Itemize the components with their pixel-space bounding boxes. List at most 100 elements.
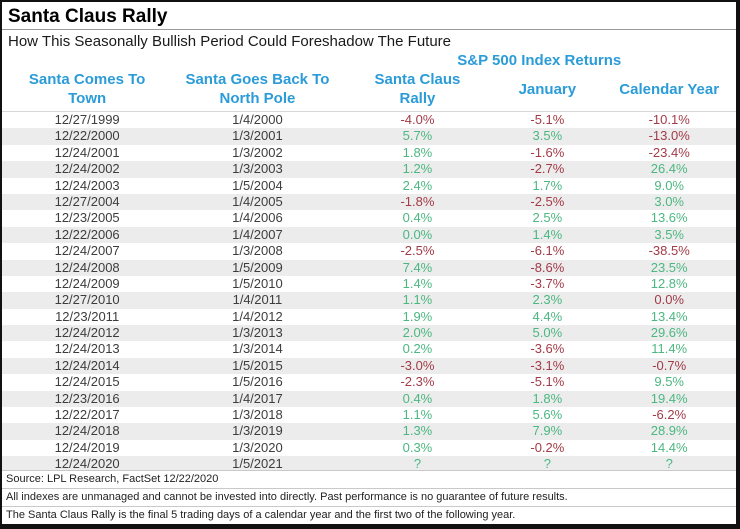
- santa-claus-rally-return: 0.4%: [402, 210, 433, 226]
- table-row: 12/24/2001 1/3/2002 1.8% -1.6% -23.4%: [2, 145, 736, 161]
- column-header-line: January: [518, 80, 577, 98]
- santa-claus-rally-return: -1.8%: [400, 193, 435, 209]
- comes-to-town-date: 12/23/2016: [54, 390, 120, 406]
- calendar-year-return: -13.0%: [648, 128, 690, 144]
- santa-claus-rally-return: 5.7%: [402, 128, 433, 144]
- january-return: 2.3%: [532, 292, 563, 308]
- calendar-year-return: -38.5%: [648, 243, 690, 259]
- comes-to-town-date: 12/27/2010: [54, 292, 120, 308]
- table-row: 12/24/2012 1/3/2013 2.0% 5.0% 29.6%: [2, 325, 736, 342]
- calendar-year-return: -23.4%: [648, 144, 690, 160]
- comes-to-town-date: 12/23/2005: [54, 210, 120, 226]
- january-return: 4.4%: [532, 308, 563, 324]
- back-to-north-pole-date: 1/3/2018: [232, 407, 283, 423]
- january-return: -3.6%: [530, 341, 565, 357]
- definition-line: The Santa Claus Rally is the final 5 tra…: [2, 506, 736, 524]
- back-to-north-pole-date: 1/5/2021: [232, 456, 283, 472]
- comes-to-town-date: 12/24/2019: [54, 439, 120, 455]
- column-header-line: Santa Goes Back To: [185, 71, 330, 88]
- january-return: -0.2%: [530, 439, 565, 455]
- column-header-line: Santa Claus: [374, 71, 461, 88]
- back-to-north-pole-date: 1/5/2004: [232, 177, 283, 193]
- table-row: 12/24/2019 1/3/2020 0.3% -0.2% 14.4%: [2, 440, 736, 456]
- table-row: 12/24/2007 1/3/2008 -2.5% -6.1% -38.5%: [2, 243, 736, 259]
- january-return: 5.0%: [532, 325, 563, 341]
- comes-to-town-date: 12/24/2015: [54, 374, 120, 390]
- calendar-year-return: 28.9%: [650, 423, 688, 439]
- table-row: 12/27/2004 1/4/2005 -1.8% -2.5% 3.0%: [2, 193, 736, 211]
- santa-claus-rally-return: -4.0%: [400, 112, 435, 127]
- comes-to-town-date: 12/24/2007: [54, 243, 120, 259]
- column-header-line: Calendar Year: [619, 80, 720, 98]
- santa-claus-rally-return: 1.1%: [402, 292, 433, 308]
- comes-to-town-date: 12/22/2006: [54, 226, 120, 242]
- table-row: 12/24/2014 1/5/2015 -3.0% -3.1% -0.7%: [2, 357, 736, 375]
- comes-to-town-date: 12/22/2017: [54, 407, 120, 423]
- table-row: 12/23/2016 1/4/2017 0.4% 1.8% 19.4%: [2, 390, 736, 408]
- back-to-north-pole-date: 1/4/2011: [232, 292, 283, 308]
- january-return: -3.1%: [530, 357, 565, 373]
- calendar-year-return: 0.0%: [654, 292, 684, 308]
- group-header: S&P 500 Index Returns: [457, 52, 622, 69]
- comes-to-town-date: 12/24/2014: [54, 357, 120, 373]
- comes-to-town-date: 12/22/2000: [54, 128, 120, 144]
- column-header-calendar-year: Calendar Year: [602, 69, 736, 111]
- calendar-year-return: ?: [665, 456, 673, 472]
- calendar-year-return: 12.8%: [650, 275, 688, 291]
- back-to-north-pole-date: 1/3/2020: [232, 439, 283, 455]
- santa-claus-rally-return: 1.4%: [402, 275, 433, 291]
- back-to-north-pole-date: 1/3/2014: [232, 341, 283, 357]
- back-to-north-pole-date: 1/4/2006: [232, 210, 283, 226]
- calendar-year-return: -6.2%: [652, 407, 687, 423]
- comes-to-town-date: 12/27/2004: [54, 193, 120, 209]
- santa-claus-rally-return: 1.9%: [402, 308, 433, 324]
- january-return: -2.5%: [530, 193, 565, 209]
- back-to-north-pole-date: 1/3/2002: [232, 144, 283, 160]
- calendar-year-return: 14.4%: [650, 439, 688, 455]
- calendar-year-return: 13.4%: [650, 308, 688, 324]
- santa-claus-rally-return: 1.2%: [402, 161, 433, 177]
- table-row: 12/27/1999 1/4/2000 -4.0% -5.1% -10.1%: [2, 112, 736, 128]
- column-header-line: Rally: [399, 90, 436, 107]
- santa-claus-rally-return: 1.8%: [402, 144, 433, 160]
- back-to-north-pole-date: 1/5/2009: [232, 259, 283, 275]
- group-header-row: S&P 500 Index Returns: [2, 52, 736, 69]
- calendar-year-return: 29.6%: [650, 325, 688, 341]
- calendar-year-return: 19.4%: [650, 390, 688, 406]
- table-header-row: Santa Comes To Town Santa Goes Back To N…: [2, 69, 736, 112]
- january-return: ?: [543, 456, 551, 472]
- back-to-north-pole-date: 1/3/2008: [232, 243, 283, 259]
- table-row: 12/24/2002 1/3/2003 1.2% -2.7% 26.4%: [2, 161, 736, 178]
- table-row: 12/23/2011 1/4/2012 1.9% 4.4% 13.4%: [2, 309, 736, 325]
- back-to-north-pole-date: 1/4/2000: [232, 112, 283, 127]
- page-title: Santa Claus Rally: [2, 2, 736, 30]
- january-return: 2.5%: [532, 210, 563, 226]
- column-header-january: January: [492, 69, 602, 111]
- comes-to-town-date: 12/24/2001: [54, 144, 120, 160]
- back-to-north-pole-date: 1/4/2017: [232, 390, 283, 406]
- santa-claus-rally-return: -3.0%: [400, 357, 435, 373]
- back-to-north-pole-date: 1/5/2010: [232, 275, 283, 291]
- january-return: 3.5%: [532, 128, 563, 144]
- table-row: 12/23/2005 1/4/2006 0.4% 2.5% 13.6%: [2, 210, 736, 226]
- santa-claus-rally-return: 2.0%: [402, 325, 433, 341]
- january-return: 1.4%: [532, 226, 563, 242]
- calendar-year-return: 23.5%: [650, 259, 688, 275]
- column-header-santa-goes-back-to-north-pole: Santa Goes Back To North Pole: [172, 69, 342, 111]
- table-row: 12/22/2000 1/3/2001 5.7% 3.5% -13.0%: [2, 128, 736, 145]
- footer: Source: LPL Research, FactSet 12/22/2020…: [2, 470, 736, 524]
- calendar-year-return: -0.7%: [652, 357, 687, 373]
- back-to-north-pole-date: 1/3/2013: [232, 325, 283, 341]
- column-header-santa-comes-to-town: Santa Comes To Town: [2, 69, 172, 111]
- santa-claus-rally-return: 2.4%: [402, 177, 433, 193]
- calendar-year-return: 9.5%: [654, 374, 684, 390]
- january-return: 5.6%: [532, 407, 563, 423]
- january-return: -2.7%: [530, 161, 565, 177]
- january-return: -1.6%: [530, 144, 565, 160]
- calendar-year-return: -10.1%: [648, 112, 690, 127]
- table-row: 12/22/2017 1/3/2018 1.1% 5.6% -6.2%: [2, 407, 736, 423]
- santa-claus-rally-return: ?: [413, 456, 422, 472]
- back-to-north-pole-date: 1/3/2001: [232, 128, 283, 144]
- back-to-north-pole-date: 1/4/2007: [232, 226, 283, 242]
